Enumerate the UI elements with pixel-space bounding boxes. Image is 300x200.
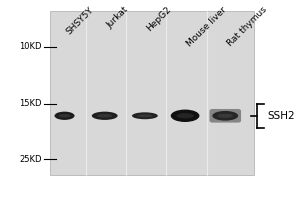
Text: 25KD: 25KD [19,155,42,164]
FancyBboxPatch shape [209,109,241,123]
Text: 10KD: 10KD [19,42,42,51]
Text: Jurkat: Jurkat [105,5,130,30]
FancyBboxPatch shape [50,11,254,175]
Ellipse shape [176,113,194,118]
Ellipse shape [212,111,238,121]
Ellipse shape [55,112,75,120]
Text: Rat thymus: Rat thymus [225,5,268,48]
Text: Mouse liver: Mouse liver [185,5,228,49]
Ellipse shape [97,114,112,118]
Ellipse shape [137,114,153,117]
Ellipse shape [171,110,200,122]
Ellipse shape [58,114,70,118]
Text: HepG2: HepG2 [145,5,173,33]
Ellipse shape [132,112,158,119]
Text: SHSY5Y: SHSY5Y [64,5,95,36]
Text: 15KD: 15KD [19,99,42,108]
Ellipse shape [218,114,233,118]
Ellipse shape [92,112,118,120]
Text: SSH2: SSH2 [267,111,295,121]
